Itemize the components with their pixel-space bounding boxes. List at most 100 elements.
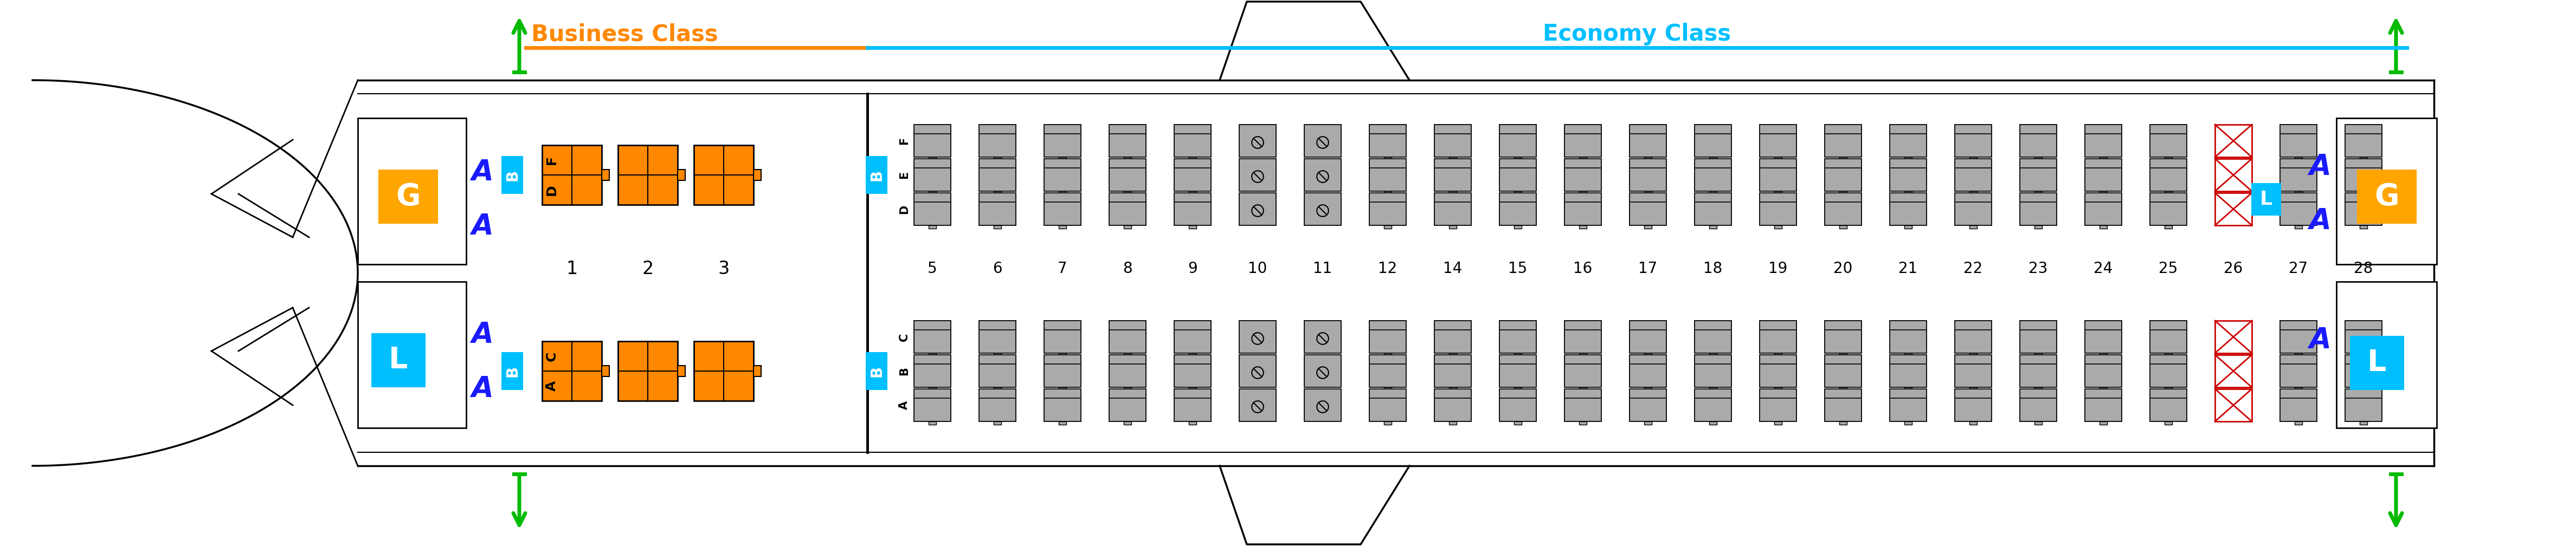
Bar xyxy=(979,355,1015,387)
Bar xyxy=(1043,321,1082,353)
Bar xyxy=(2344,124,2383,157)
Bar xyxy=(1110,389,1146,422)
Bar xyxy=(1383,225,1391,229)
Text: Business Class: Business Class xyxy=(531,23,719,45)
Bar xyxy=(1775,191,1783,194)
Bar xyxy=(1123,225,1131,229)
Bar xyxy=(603,170,611,180)
Text: 7: 7 xyxy=(1059,261,1066,276)
Bar xyxy=(693,341,755,401)
Bar xyxy=(2151,124,2187,157)
Text: 23: 23 xyxy=(2030,261,2048,276)
Bar xyxy=(1775,422,1783,425)
Bar xyxy=(2215,389,2251,422)
Bar xyxy=(1123,422,1131,425)
Bar xyxy=(2099,225,2107,229)
Bar xyxy=(2151,355,2187,387)
Bar xyxy=(2360,422,2367,425)
Bar xyxy=(1891,355,1927,387)
Bar xyxy=(1579,387,1587,390)
Bar xyxy=(1695,389,1731,422)
Bar xyxy=(979,124,1015,157)
Bar xyxy=(866,352,886,390)
Bar xyxy=(2215,321,2251,353)
Bar xyxy=(979,193,1015,225)
Bar xyxy=(2349,336,2403,390)
Bar xyxy=(1564,389,1602,422)
Bar xyxy=(2151,389,2187,422)
Text: 19: 19 xyxy=(1770,261,1788,276)
Bar xyxy=(2280,124,2316,157)
Text: 5: 5 xyxy=(927,261,938,276)
Bar xyxy=(755,366,762,376)
Bar xyxy=(1708,191,1718,194)
Bar xyxy=(1579,353,1587,357)
Text: 17: 17 xyxy=(1638,261,1656,276)
Bar xyxy=(1643,191,1651,194)
Bar xyxy=(1631,159,1667,191)
Bar xyxy=(1110,159,1146,191)
Bar xyxy=(2164,157,2172,161)
Bar xyxy=(1695,124,1731,157)
Bar xyxy=(1043,193,1082,225)
Bar xyxy=(1759,124,1795,157)
Text: B: B xyxy=(505,169,520,181)
Bar xyxy=(1448,157,1458,161)
Bar xyxy=(1759,193,1795,225)
Bar xyxy=(1435,321,1471,353)
Bar xyxy=(1059,422,1066,425)
Text: D: D xyxy=(899,204,909,213)
Bar xyxy=(2084,355,2123,387)
Bar xyxy=(994,387,1002,390)
Text: 8: 8 xyxy=(1123,261,1133,276)
Bar xyxy=(1043,124,1082,157)
Bar xyxy=(1775,387,1783,390)
Bar xyxy=(2099,422,2107,425)
Bar xyxy=(2360,225,2367,229)
Text: B: B xyxy=(505,365,520,377)
Bar xyxy=(1708,422,1718,425)
Bar xyxy=(1515,353,1522,357)
Bar xyxy=(1515,225,1522,229)
Text: A: A xyxy=(899,401,909,410)
Bar xyxy=(1059,353,1066,357)
Bar xyxy=(2151,193,2187,225)
Bar xyxy=(1824,321,1862,353)
Text: 1: 1 xyxy=(567,260,577,277)
Bar xyxy=(1564,355,1602,387)
Bar xyxy=(1370,355,1406,387)
Text: F: F xyxy=(546,156,559,165)
Text: G: G xyxy=(397,182,420,211)
Bar xyxy=(2280,159,2316,191)
Bar xyxy=(1123,353,1131,357)
Text: Economy Class: Economy Class xyxy=(1543,23,1731,45)
Bar xyxy=(1370,124,1406,157)
Bar xyxy=(1891,124,1927,157)
Bar xyxy=(1955,321,1991,353)
Bar xyxy=(1303,193,1342,225)
Bar xyxy=(1499,389,1535,422)
Bar xyxy=(2357,170,2416,224)
Bar xyxy=(2336,282,2437,428)
Bar xyxy=(927,387,938,390)
Bar xyxy=(2360,191,2367,194)
Bar xyxy=(1435,355,1471,387)
Bar xyxy=(1499,124,1535,157)
Bar xyxy=(1579,191,1587,194)
Text: A: A xyxy=(2308,153,2331,181)
Bar xyxy=(1955,389,1991,422)
Bar xyxy=(1643,422,1651,425)
Bar xyxy=(2164,225,2172,229)
Bar xyxy=(2164,387,2172,390)
Bar xyxy=(1891,389,1927,422)
Bar xyxy=(2344,321,2383,353)
Bar xyxy=(1123,191,1131,194)
Text: G: G xyxy=(2375,182,2398,211)
Bar xyxy=(1448,353,1458,357)
Bar xyxy=(927,191,938,194)
Bar xyxy=(1759,355,1795,387)
Bar xyxy=(927,353,938,357)
Bar xyxy=(618,341,677,401)
Bar xyxy=(1448,191,1458,194)
Bar xyxy=(2164,191,2172,194)
